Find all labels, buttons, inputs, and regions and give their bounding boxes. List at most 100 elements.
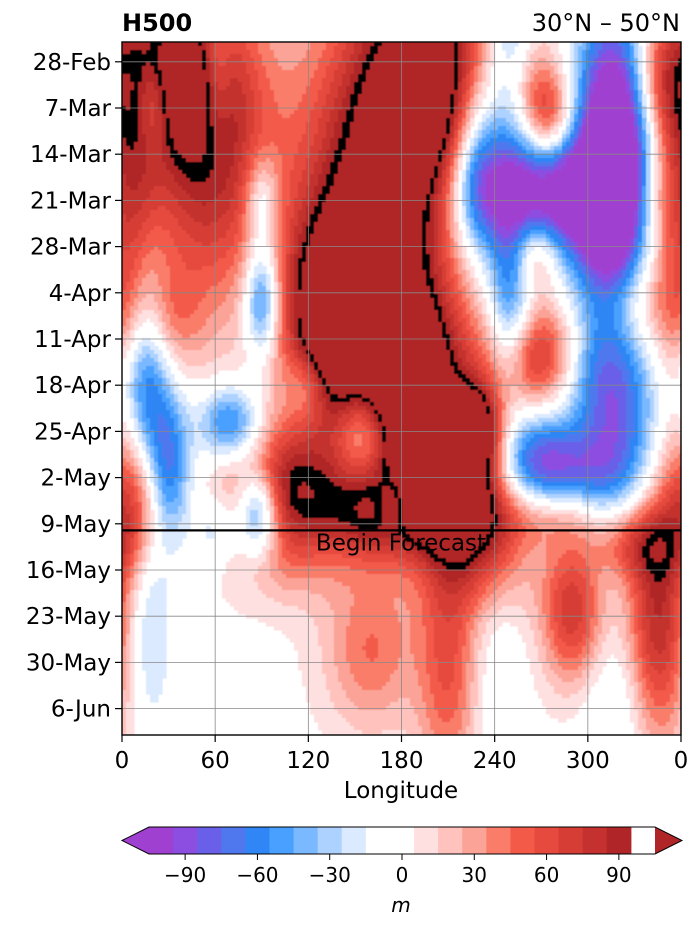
field-cell-3314 — [206, 142, 211, 147]
field-cell-3001 — [570, 130, 575, 135]
field-cell-3927 — [466, 158, 471, 163]
field-cell-4093 — [578, 162, 583, 167]
field-cell-3454 — [226, 146, 231, 151]
field-cell-1545 — [622, 86, 627, 91]
field-cell-2294 — [406, 110, 411, 115]
field-cell-965 — [350, 70, 355, 75]
field-cell-4913 — [546, 186, 551, 191]
field-cell-842 — [374, 66, 379, 71]
field-cell-2870 — [586, 126, 591, 131]
field-cell-270 — [162, 50, 167, 55]
field-cell-4903 — [506, 186, 511, 191]
field-cell-2966 — [414, 130, 419, 135]
field-cell-208 — [434, 46, 439, 51]
field-cell-2835 — [422, 126, 427, 131]
field-cell-3563 — [670, 146, 675, 151]
field-cell-2538 — [310, 118, 315, 123]
field-cell-4399 — [142, 174, 147, 179]
field-cell-3974 — [658, 158, 663, 163]
field-cell-809 — [242, 66, 247, 71]
field-cell-2088 — [674, 102, 679, 107]
field-cell-3016 — [630, 130, 635, 135]
field-cell-4240 — [614, 166, 619, 171]
field-cell-2757 — [670, 122, 675, 127]
chart-title-right: 30°N – 50°N — [532, 9, 680, 37]
field-cell-1323 — [226, 82, 231, 87]
field-cell-4175 — [350, 166, 355, 171]
field-cell-4965 — [198, 190, 203, 195]
field-cell-1055 — [194, 74, 199, 79]
field-cell-1507 — [438, 86, 443, 91]
field-cell-2874 — [602, 126, 607, 131]
field-cell-3824 — [606, 154, 611, 159]
field-cell-2259 — [266, 110, 271, 115]
field-cell-2839 — [438, 126, 443, 131]
field-cell-963 — [342, 70, 347, 75]
field-cell-4351 — [506, 170, 511, 175]
field-cell-1476 — [314, 86, 319, 91]
field-cell-379 — [634, 50, 639, 55]
field-cell-3145 — [614, 134, 619, 139]
field-cell-1483 — [342, 86, 347, 91]
field-cell-361 — [550, 50, 555, 55]
field-cell-4951 — [142, 190, 147, 195]
field-cell-3987 — [150, 162, 155, 167]
field-cell-2597 — [566, 118, 571, 123]
field-cell-474 — [458, 54, 463, 59]
field-cell-4722 — [330, 182, 335, 187]
field-cell-747 — [542, 62, 547, 67]
field-cell-3371 — [434, 142, 439, 147]
field-cell-3112 — [458, 134, 463, 139]
field-cell-3432 — [138, 146, 143, 151]
field-cell-2674 — [318, 122, 323, 127]
field-cell-811 — [250, 66, 255, 71]
field-cell-1500 — [410, 86, 415, 91]
field-cell-2301 — [434, 110, 439, 115]
field-cell-3149 — [630, 134, 635, 139]
field-cell-4388 — [658, 170, 663, 175]
field-cell-854 — [422, 66, 427, 71]
field-cell-3126 — [518, 134, 523, 139]
field-cell-4962 — [186, 190, 191, 195]
field-cell-4737 — [390, 182, 395, 187]
field-cell-4105 — [626, 162, 631, 167]
field-cell-3946 — [542, 158, 547, 163]
field-cell-4790 — [606, 182, 611, 187]
field-cell-1243 — [426, 78, 431, 83]
field-cell-479 — [478, 54, 483, 59]
field-cell-1825 — [126, 98, 131, 103]
field-cell-2568 — [430, 118, 435, 123]
field-cell-4763 — [498, 182, 503, 187]
field-cell-2639 — [178, 122, 183, 127]
field-cell-2552 — [366, 118, 371, 123]
field-cell-3985 — [142, 162, 147, 167]
field-cell-4034 — [338, 162, 343, 167]
field-cell-1837 — [174, 98, 179, 103]
field-cell-147 — [190, 46, 195, 51]
field-cell-236 — [582, 46, 587, 51]
field-cell-3368 — [422, 142, 427, 147]
field-cell-1563 — [138, 90, 143, 95]
field-cell-1316 — [198, 82, 203, 87]
field-cell-3912 — [402, 158, 407, 163]
field-cell-4137 — [198, 166, 203, 171]
field-cell-3304 — [166, 142, 171, 147]
field-cell-1926 — [554, 98, 559, 103]
field-cell-978 — [402, 70, 407, 75]
field-cell-1333 — [266, 82, 271, 87]
field-cell-2018 — [370, 102, 375, 107]
field-cell-348 — [474, 50, 479, 55]
field-cell-1195 — [234, 78, 239, 83]
field-cell-351 — [486, 50, 491, 55]
field-cell-2024 — [394, 102, 399, 107]
field-cell-4470 — [426, 174, 431, 179]
field-cell-2462 — [558, 114, 563, 119]
field-cell-4454 — [362, 174, 367, 179]
field-cell-3256 — [506, 138, 511, 143]
field-cell-1613 — [338, 90, 343, 95]
field-cell-2250 — [230, 110, 235, 115]
field-cell-1596 — [270, 90, 275, 95]
field-cell-1544 — [618, 86, 623, 91]
field-cell-1015 — [590, 70, 595, 75]
field-cell-255 — [662, 46, 667, 51]
